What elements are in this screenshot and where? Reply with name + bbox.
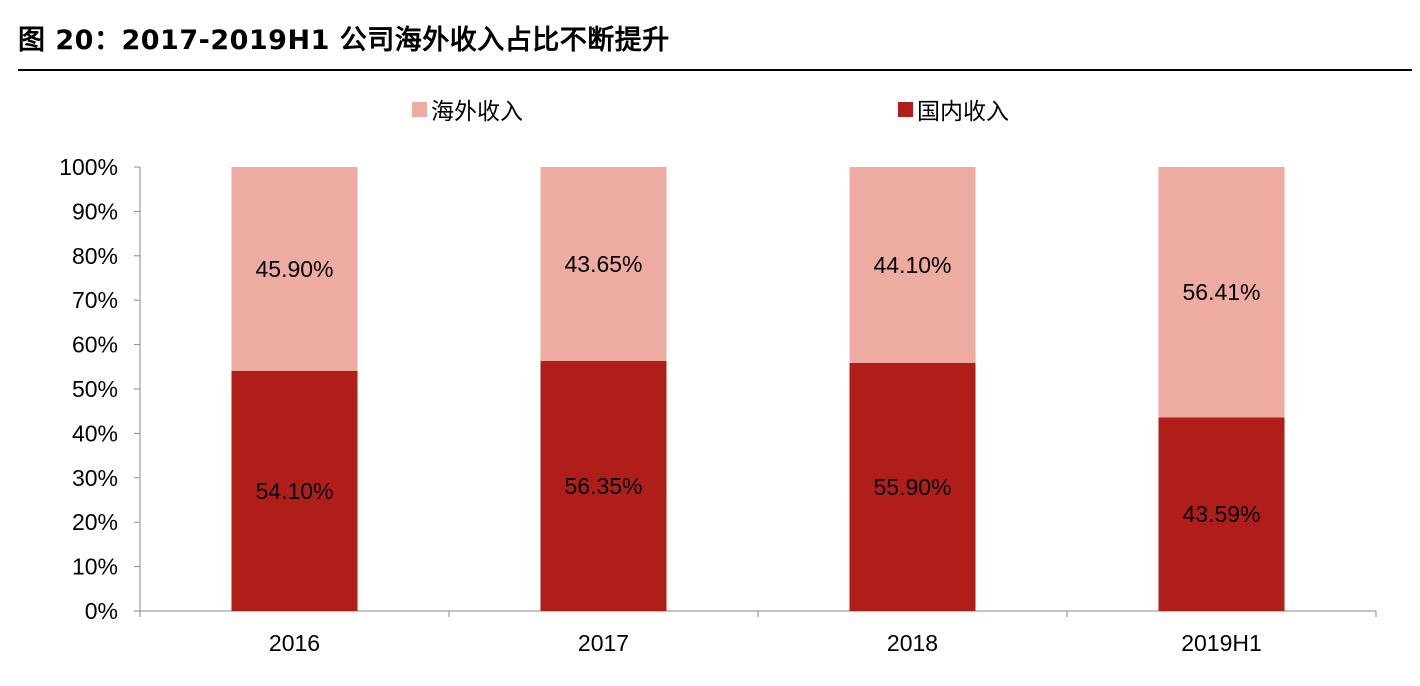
x-tick-label: 2017 (578, 630, 629, 656)
y-tick-label: 60% (72, 332, 118, 358)
bar-domestic (1158, 417, 1285, 611)
bar-overseas (540, 167, 667, 361)
data-label-domestic: 55.90% (873, 474, 951, 500)
bar-overseas (231, 167, 358, 371)
title-divider (18, 69, 1412, 71)
y-tick-label: 20% (72, 509, 118, 535)
legend-label-overseas: 海外收入 (431, 99, 523, 125)
data-label-overseas: 45.90% (255, 256, 333, 282)
legend-item-domestic: 国内收入 (898, 92, 1009, 126)
y-tick-label: 100% (59, 154, 118, 180)
data-label-overseas: 56.41% (1182, 279, 1260, 305)
y-tick-label: 40% (72, 420, 118, 446)
data-label-domestic: 54.10% (255, 478, 333, 504)
y-tick-label: 10% (72, 554, 118, 580)
bar-domestic (540, 360, 667, 611)
y-tick-label: 90% (72, 198, 118, 224)
bar-domestic (231, 370, 358, 611)
y-tick-label: 0% (85, 598, 118, 624)
y-tick-label: 30% (72, 465, 118, 491)
y-tick-label: 50% (72, 376, 118, 402)
bar-overseas (1158, 167, 1285, 418)
data-label-domestic: 56.35% (564, 473, 642, 499)
figure-title: 图 20：2017-2019H1 公司海外收入占比不断提升 (18, 25, 670, 56)
x-tick-label: 2016 (269, 630, 320, 656)
legend-item-overseas: 海外收入 (412, 92, 523, 126)
bar-domestic (849, 362, 976, 611)
y-tick-label: 70% (72, 287, 118, 313)
data-label-overseas: 43.65% (564, 251, 642, 277)
legend-label-domestic: 国内收入 (917, 99, 1009, 125)
x-tick-label: 2019H1 (1181, 630, 1262, 656)
x-tick-label: 2018 (887, 630, 938, 656)
legend-swatch-overseas (412, 101, 427, 117)
y-tick-label: 80% (72, 243, 118, 269)
data-label-domestic: 43.59% (1182, 501, 1260, 527)
legend-swatch-domestic (898, 101, 913, 117)
data-label-overseas: 44.10% (873, 252, 951, 278)
bar-overseas (849, 167, 976, 363)
